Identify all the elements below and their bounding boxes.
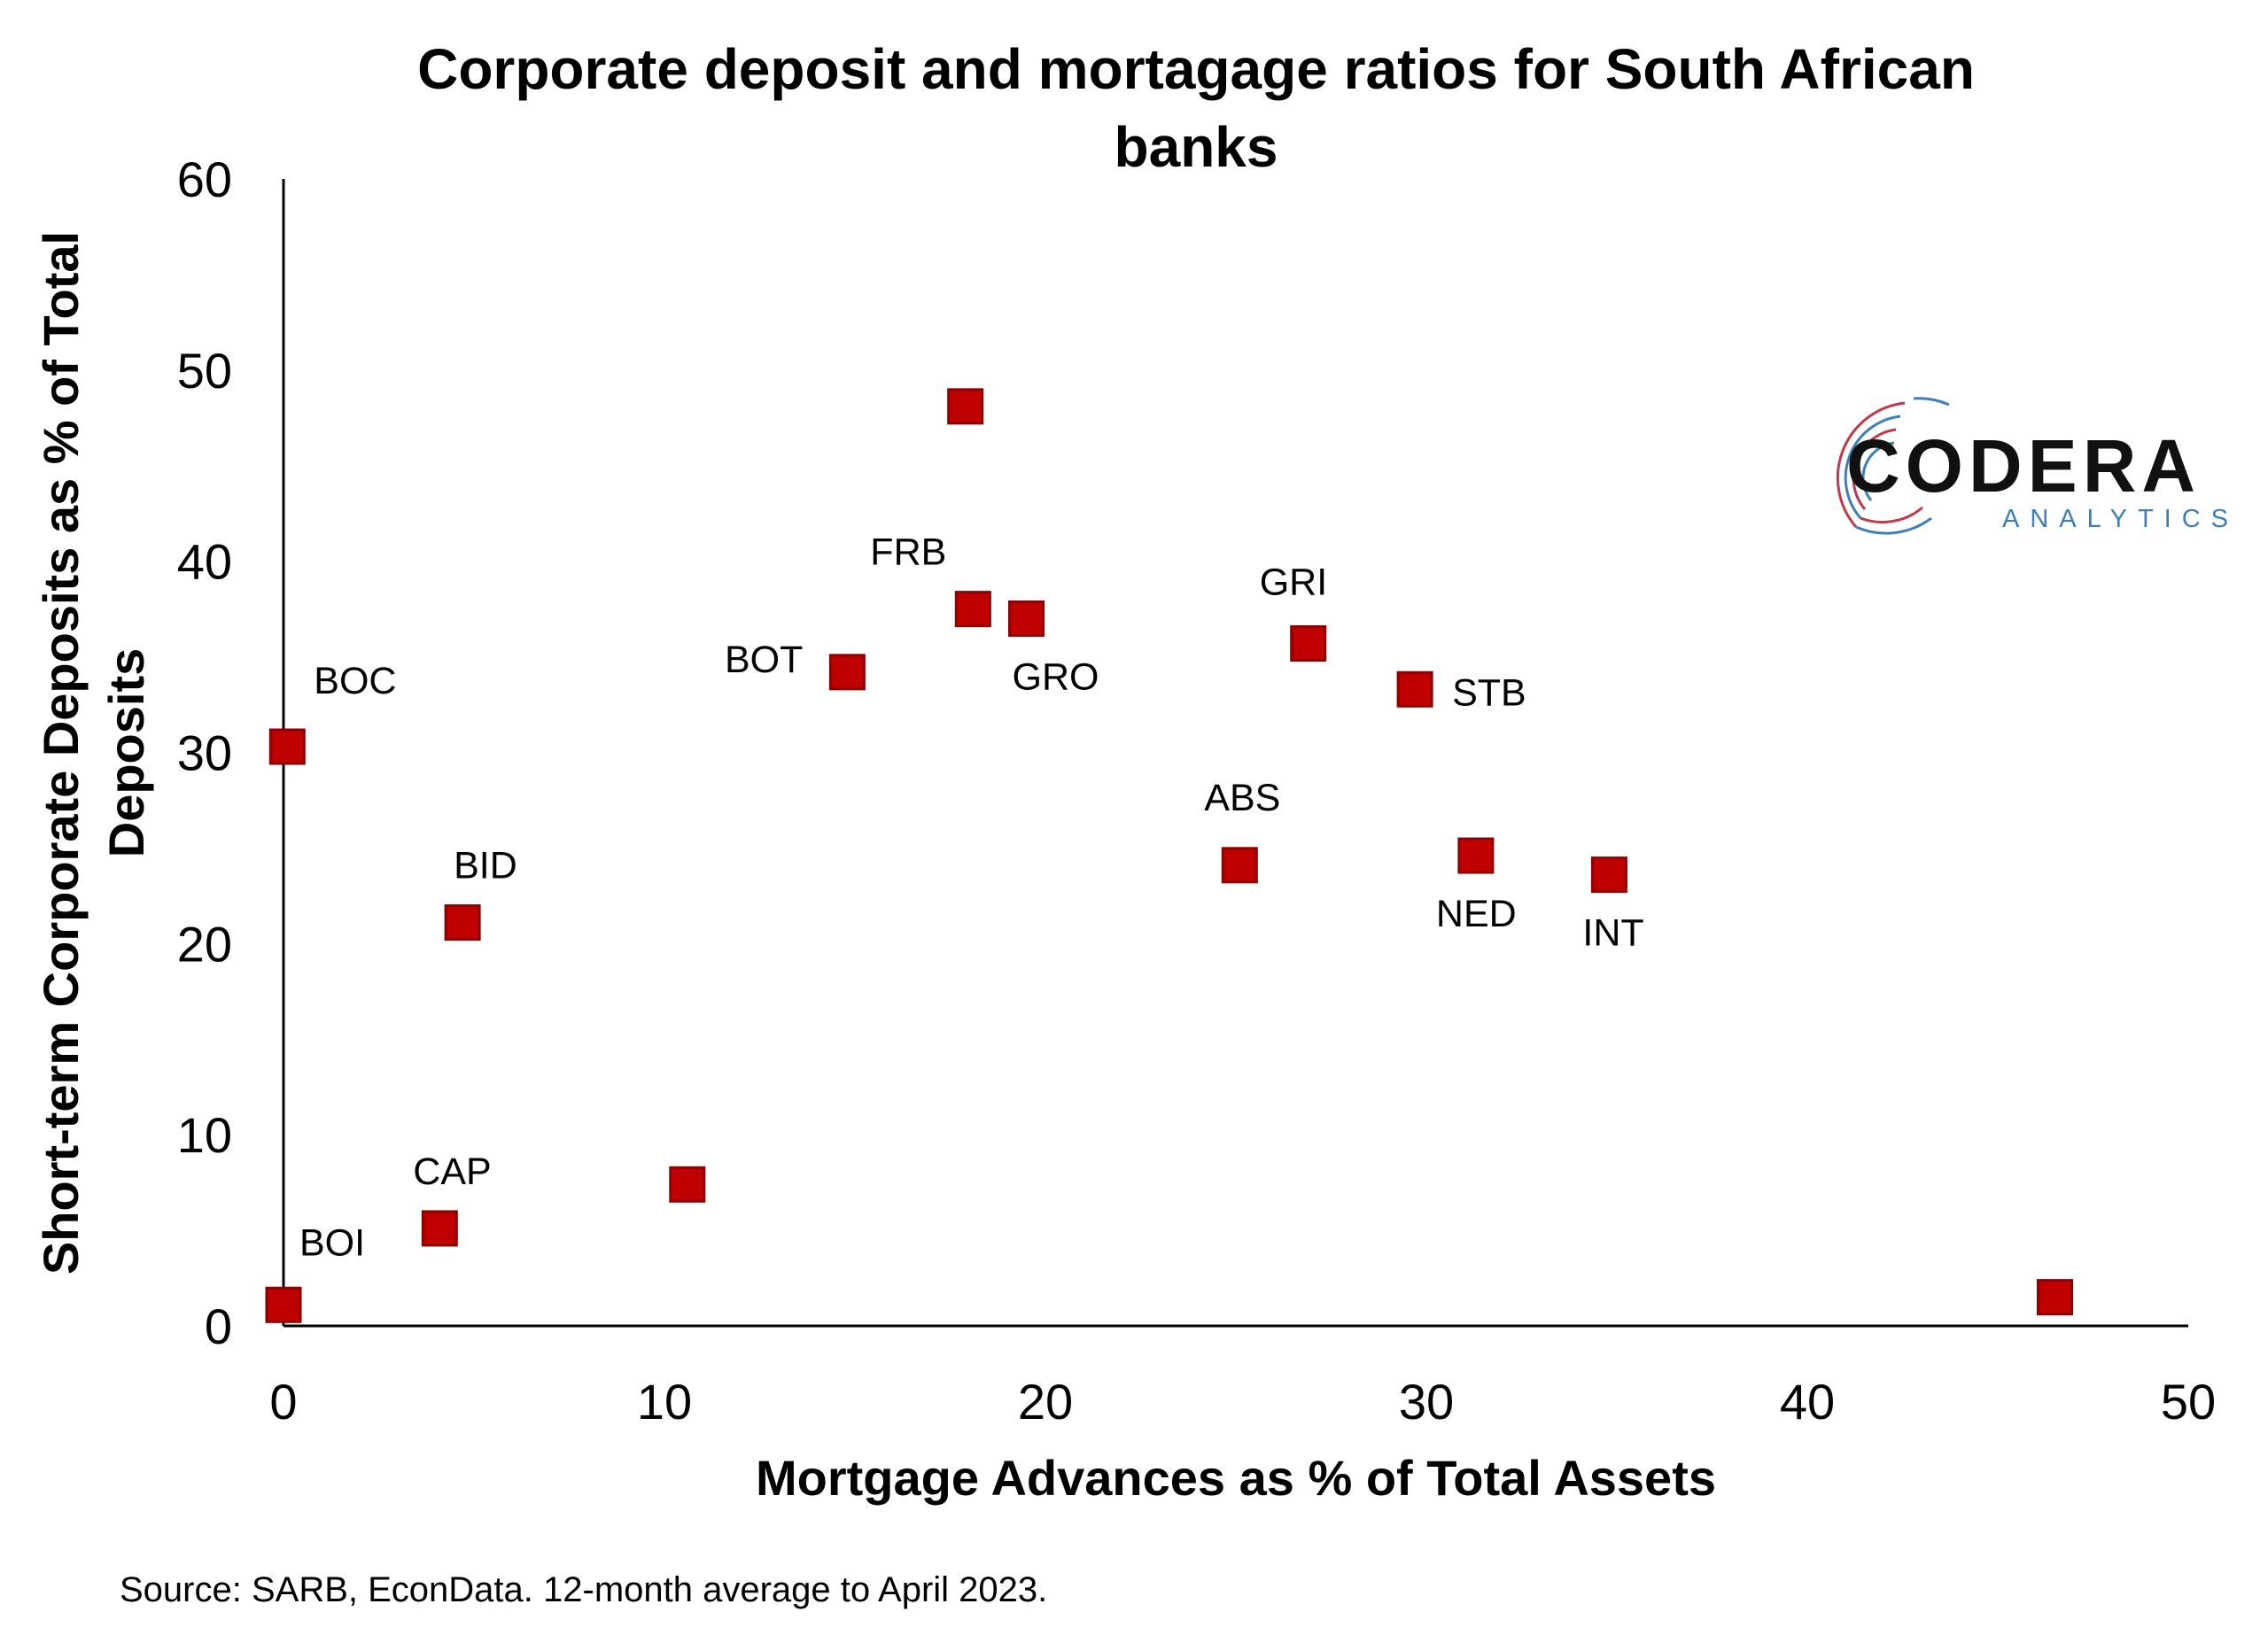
data-point <box>1290 624 1327 662</box>
data-point <box>1590 856 1627 894</box>
data-point <box>1221 847 1258 884</box>
y-tick-label: 10 <box>177 1107 232 1163</box>
x-tick-label: 50 <box>2161 1374 2216 1430</box>
logo-wordmark: CODERA <box>1846 424 2201 508</box>
y-tick-label: 50 <box>177 343 232 399</box>
y-tick-labels: 0 10 20 30 40 50 60 <box>177 151 232 1354</box>
data-point <box>265 1286 302 1323</box>
x-tick-label: 40 <box>1780 1374 1835 1430</box>
x-axis-title: Mortgage Advances as % of Total Assets <box>756 1450 1716 1506</box>
point-label: GRI <box>1260 561 1327 603</box>
x-tick-label: 30 <box>1399 1374 1454 1430</box>
data-point <box>268 728 306 765</box>
point-label: CAP <box>413 1151 491 1193</box>
data-point <box>1396 670 1433 708</box>
source-note: Source: SARB, EconData. 12-month average… <box>120 1570 1047 1609</box>
point-labels: BOC BOI CAP BID BOT FRB GRO ABS GRI STB NED INT <box>299 531 1644 1265</box>
point-label: ABS <box>1204 777 1280 819</box>
logo-subtitle: ANALYTICS <box>2002 505 2239 533</box>
point-label: STB <box>1452 671 1526 714</box>
data-point <box>421 1210 458 1247</box>
data-point <box>444 904 481 941</box>
data-point <box>1457 837 1495 874</box>
point-label: BOI <box>299 1221 365 1264</box>
data-point <box>828 654 866 691</box>
data-point <box>669 1166 706 1203</box>
y-tick-label: 0 <box>205 1298 232 1354</box>
point-label: BID <box>454 845 517 887</box>
y-axis-title: Short-term Corporate Deposits as % of To… <box>33 231 154 1275</box>
chart-title: Corporate deposit and mortagage ratios f… <box>417 37 1975 179</box>
data-point <box>1008 600 1045 637</box>
point-label: GRO <box>1013 655 1099 698</box>
logo-arcs-icon <box>1836 397 1950 535</box>
y-tick-label: 60 <box>177 151 232 207</box>
x-tick-label: 20 <box>1018 1374 1073 1430</box>
x-tick-label: 0 <box>269 1374 297 1430</box>
point-label: BOC <box>314 660 396 702</box>
y-tick-label: 20 <box>177 916 232 972</box>
codera-logo: CODERA ANALYTICS <box>1836 397 2239 535</box>
data-point <box>947 388 984 425</box>
y-tick-label: 40 <box>177 534 232 590</box>
x-tick-label: 10 <box>637 1374 692 1430</box>
x-tick-labels: 0 10 20 30 40 50 <box>269 1374 2216 1430</box>
data-point <box>954 591 991 628</box>
point-label: NED <box>1436 893 1517 935</box>
point-label: INT <box>1582 912 1643 955</box>
y-tick-label: 30 <box>177 725 232 781</box>
point-label: BOT <box>725 639 803 681</box>
point-label: FRB <box>870 531 946 574</box>
data-point <box>2037 1279 2073 1316</box>
data-points <box>265 388 2073 1323</box>
